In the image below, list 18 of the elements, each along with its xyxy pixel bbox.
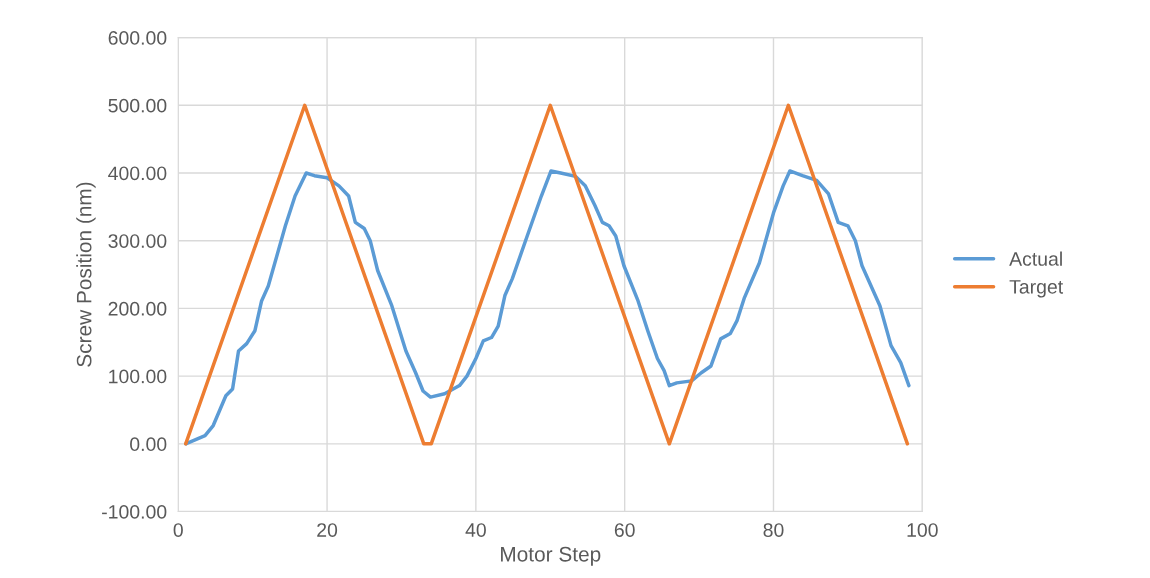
x-axis-title: Motor Step	[501, 546, 601, 566]
x-tick-label: 80	[763, 523, 784, 537]
x-tick-label: 100	[907, 523, 938, 537]
legend-label: Target	[1009, 280, 1064, 298]
y-tick-label: 400.00	[108, 166, 167, 181]
x-tick-label: 40	[465, 523, 486, 537]
y-tick-label: 500.00	[108, 98, 167, 113]
x-tick-label: 0	[173, 523, 183, 537]
legend-label: Actual	[1009, 251, 1062, 266]
x-tick-label: 20	[317, 523, 338, 537]
y-axis-title: Screw Position (nm)	[76, 182, 96, 367]
y-tick-label: -100.00	[102, 505, 167, 519]
y-tick-label: 0.00	[130, 437, 167, 452]
y-tick-label: 100.00	[109, 369, 167, 384]
y-tick-label: 200.00	[108, 301, 167, 316]
x-tick-label: 60	[614, 523, 635, 537]
y-tick-label: 300.00	[108, 234, 167, 248]
y-tick-label: 600.00	[108, 31, 167, 45]
